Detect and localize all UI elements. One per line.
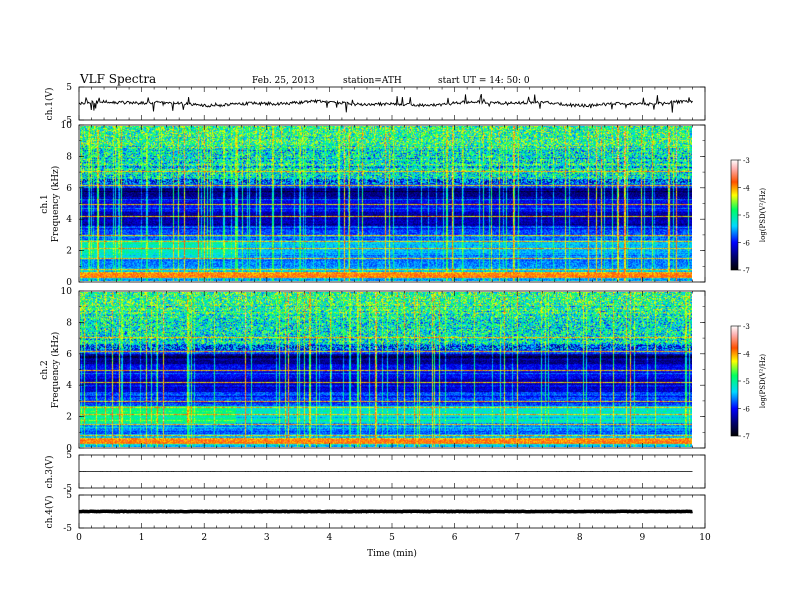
figure-title: VLF Spectra <box>79 72 156 86</box>
colorbar-tick-label: -3 <box>743 323 750 331</box>
y-tick-label: 5 <box>66 451 72 461</box>
x-tick-label: 5 <box>389 533 395 543</box>
colorbar-tick-label: -7 <box>743 433 750 441</box>
ch2-spec-ylabel-line2: Frequency (kHz) <box>50 332 61 409</box>
start-time-label: start UT = 14: 50: 0 <box>438 76 530 86</box>
y-tick-label: 8 <box>66 152 72 162</box>
x-tick-label: 6 <box>452 533 458 543</box>
x-tick-label: 0 <box>76 533 82 543</box>
station-label: station=ATH <box>343 76 402 86</box>
y-tick-label: 2 <box>66 247 72 257</box>
y-tick-label: 6 <box>66 184 72 194</box>
x-tick-label: 7 <box>514 533 520 543</box>
x-tick-label: 2 <box>201 533 207 543</box>
y-tick-label: 4 <box>66 215 72 225</box>
y-tick-label: -5 <box>63 524 72 534</box>
colorbar-tick-label: -6 <box>743 240 750 248</box>
ch4-ylabel: ch.4(V) <box>44 496 55 529</box>
ch1-spectrogram-image <box>80 126 692 281</box>
x-axis-title: Time (min) <box>367 548 417 559</box>
colorbar-tick-label: -4 <box>743 351 750 359</box>
ch1-spec-ylabel-line1: ch.1 <box>40 194 50 213</box>
y-tick-label: 0 <box>66 278 72 288</box>
x-tick-label: 1 <box>139 533 145 543</box>
y-tick-label: 0 <box>66 444 72 454</box>
colorbar-tick-label: -4 <box>743 185 750 193</box>
y-tick-label: 6 <box>66 350 72 360</box>
ch1-colorbar-label: log(PSD(V²/Hz) <box>759 188 767 243</box>
colorbar-tick-label: -5 <box>743 212 750 220</box>
colorbar-tick-label: -7 <box>743 267 750 275</box>
colorbar-tick-label: -5 <box>743 378 750 386</box>
date-label: Feb. 25, 2013 <box>252 76 315 86</box>
ch2-spectrogram-image <box>80 292 692 447</box>
x-tick-label: 4 <box>327 533 333 543</box>
x-tick-label: 9 <box>640 533 646 543</box>
ch1-ylabel: ch.1(V) <box>44 88 55 121</box>
x-tick-label: 3 <box>264 533 270 543</box>
y-tick-label: 5 <box>66 83 72 93</box>
y-tick-label: 10 <box>61 287 73 297</box>
y-tick-label: 2 <box>66 413 72 423</box>
y-tick-label: 8 <box>66 318 72 328</box>
colorbar-tick-label: -6 <box>743 406 750 414</box>
y-tick-label: 4 <box>66 381 72 391</box>
ch2-colorbar-label: log(PSD(V²/Hz) <box>759 354 767 409</box>
y-tick-label: 10 <box>61 121 73 131</box>
y-tick-label: -5 <box>63 484 72 494</box>
colorbar-tick-label: -3 <box>743 157 750 165</box>
x-tick-label: 10 <box>699 533 711 543</box>
ch1-spec-ylabel-line2: Frequency (kHz) <box>50 166 61 243</box>
ch3-ylabel: ch.3(V) <box>44 456 55 489</box>
y-tick-label: 5 <box>66 491 72 501</box>
ch2-colorbar <box>730 325 739 437</box>
ch1-colorbar <box>730 159 739 271</box>
x-tick-label: 8 <box>577 533 583 543</box>
ch2-spec-ylabel-line1: ch.2 <box>40 360 50 379</box>
ch1-waveform-trace <box>78 93 693 113</box>
axis-ticks: 0 1 2 3 4 5 6 7 8 9 105-5024681002468105-55-5-3-4-… <box>61 83 751 543</box>
y-tick-label: -5 <box>63 116 72 126</box>
